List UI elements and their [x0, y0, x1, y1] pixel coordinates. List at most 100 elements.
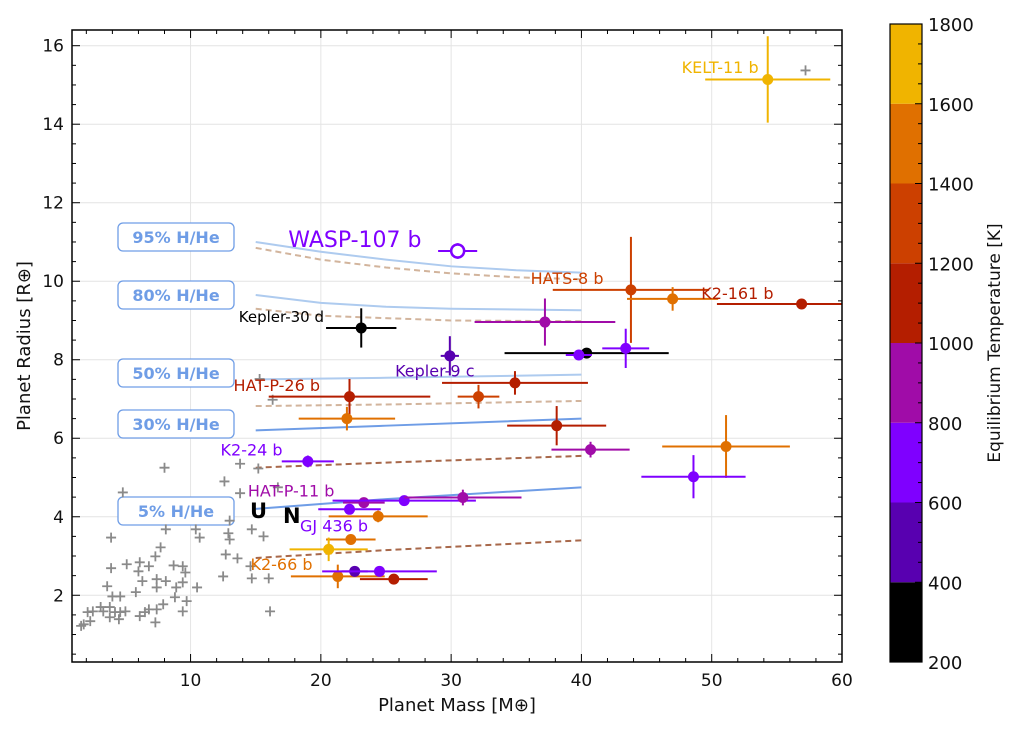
background-planet-marker [235, 458, 246, 469]
background-planet-marker [272, 482, 283, 493]
model-label-box [117, 358, 235, 388]
background-planet-marker [190, 524, 201, 535]
background-planet-marker [218, 571, 229, 582]
model-label: 5% H/He [138, 502, 214, 521]
colorbar-tick-label: 600 [928, 494, 962, 515]
background-planet-marker [151, 604, 162, 615]
annotation-u: U [250, 499, 267, 523]
background-planet-marker [130, 587, 141, 598]
planet-marker [345, 534, 357, 546]
model-curve-solid [255, 240, 582, 274]
background-planet-marker [177, 606, 188, 617]
model-curve-dashed [255, 454, 582, 469]
x-tick-label: 10 [180, 671, 202, 691]
annotation-n: N [283, 504, 301, 528]
planet-label: GJ 436 b [300, 516, 368, 535]
colorbar-tick-label: 400 [928, 573, 962, 594]
y-tick-label: 4 [53, 508, 64, 528]
background-planet-marker [117, 487, 128, 498]
background-planet-marker [177, 577, 188, 588]
background-planet-marker [82, 607, 93, 618]
background-planet-marker [120, 606, 131, 617]
planet-label: HATS-8 b [531, 269, 604, 288]
planet-marker [796, 298, 808, 310]
background-planet-marker [232, 553, 243, 564]
planet-label: K2-161 b [701, 284, 773, 303]
planet-label: K2-66 b [250, 555, 312, 574]
background-planet-marker [134, 611, 145, 622]
background-planet-marker [180, 567, 191, 578]
background-planet-marker [133, 566, 144, 577]
background-planet-marker [258, 531, 269, 542]
colorbar-tick-label: 1000 [928, 334, 974, 355]
background-planet-marker [150, 617, 161, 628]
x-tick-label: 40 [571, 671, 593, 691]
planet-marker [720, 440, 732, 452]
background-planet-marker [158, 599, 169, 610]
background-planet-marker [169, 592, 180, 603]
grid [72, 30, 842, 662]
background-planet-marker [98, 606, 109, 617]
planet-marker [667, 293, 679, 305]
y-axis-label: Planet Radius [R⊕] [14, 261, 35, 431]
plot-frame [71, 29, 843, 663]
planet-label: K2-24 b [221, 441, 283, 460]
background-planet-marker [223, 528, 234, 539]
planet-marker [457, 492, 469, 504]
background-planet-marker [85, 616, 96, 627]
colorbar-bin [890, 502, 922, 583]
background-planet-marker [113, 614, 124, 625]
background-planet-marker [263, 573, 274, 584]
model-curve-solid [255, 293, 582, 312]
model-curve-dashed [255, 539, 582, 559]
planet-marker [323, 543, 335, 555]
y-tick-label: 16 [42, 37, 64, 57]
planet-marker [372, 510, 384, 522]
colorbar-tick-label: 1600 [928, 95, 974, 116]
model-label: 80% H/He [132, 286, 219, 305]
background-planet-marker [177, 561, 188, 572]
background-planet-marker [102, 581, 113, 592]
planet-marker [355, 322, 367, 334]
colorbar-tick-label: 800 [928, 414, 962, 435]
model-curves: 95% H/He 80% H/He 50% H/He 30% H/He 5% H/He [117, 222, 582, 559]
planet-marker [341, 413, 353, 425]
y-tick-label: 6 [53, 429, 64, 449]
colorbar-bin [890, 343, 922, 423]
background-planet-marker [220, 549, 231, 560]
background-planet-marker [181, 596, 192, 607]
x-tick-label: 20 [310, 671, 332, 691]
x-axis-label: Planet Mass [M⊕] [378, 695, 536, 716]
background-planet-marker [192, 582, 203, 593]
planet-marker [449, 243, 466, 259]
colorbar-label: Equilibrium Temperature [K] [985, 223, 1005, 462]
background-planet-marker [171, 582, 182, 593]
model-label: 30% H/He [132, 415, 219, 434]
y-tick-label: 8 [53, 351, 64, 371]
background-planet-marker [253, 463, 264, 474]
planet-label: Kepler-30 d [239, 308, 324, 326]
model-curve-dashed [255, 246, 582, 281]
background-planet-marker [104, 602, 115, 613]
background-planets [76, 65, 811, 631]
model-label-box [117, 496, 235, 526]
planet-marker [573, 349, 585, 361]
background-planet-marker [219, 476, 230, 487]
background-planet-marker [143, 561, 154, 572]
model-curve-dashed [255, 399, 582, 408]
colorbar: 200 400 600 800 1000 1200 1400 1600 1800 [889, 15, 974, 674]
background-planet-marker [168, 560, 179, 571]
background-planet-marker [151, 582, 162, 593]
background-planet-marker [155, 542, 166, 553]
planet-label: HAT-P-11 b [248, 481, 334, 500]
background-planet-marker [235, 488, 246, 499]
colorbar-bin [890, 422, 922, 503]
planet-label: Kepler-9 c [395, 362, 474, 381]
model-label: 50% H/He [132, 364, 219, 383]
y-tick-label: 2 [53, 586, 64, 606]
planet-label: HAT-P-26 b [234, 376, 320, 395]
background-planet-marker [106, 563, 117, 574]
background-planet-marker [224, 515, 235, 526]
planet-marker [472, 391, 484, 403]
